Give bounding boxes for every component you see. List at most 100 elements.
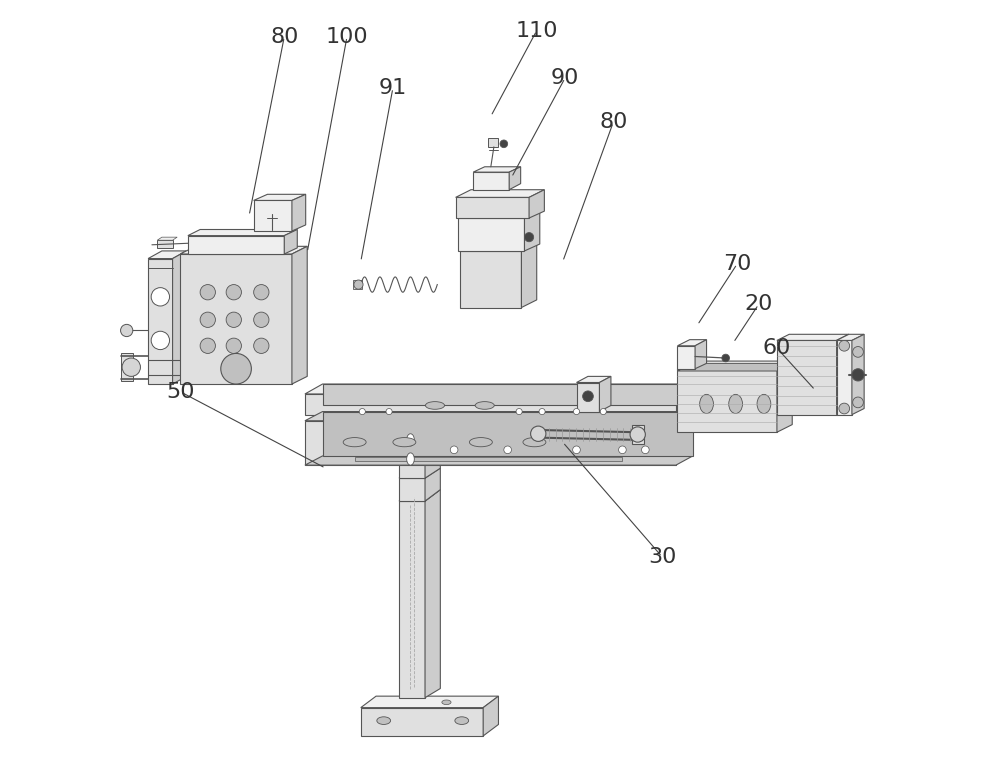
Circle shape bbox=[531, 426, 546, 441]
Polygon shape bbox=[148, 251, 186, 259]
Polygon shape bbox=[305, 412, 693, 421]
Polygon shape bbox=[121, 353, 133, 381]
Polygon shape bbox=[173, 251, 186, 384]
Circle shape bbox=[121, 324, 133, 337]
Circle shape bbox=[852, 369, 864, 381]
Polygon shape bbox=[695, 340, 707, 369]
Circle shape bbox=[539, 409, 545, 415]
Polygon shape bbox=[509, 167, 521, 190]
Circle shape bbox=[630, 427, 645, 442]
Polygon shape bbox=[361, 708, 483, 736]
Polygon shape bbox=[361, 696, 498, 708]
Ellipse shape bbox=[523, 438, 546, 447]
Polygon shape bbox=[677, 346, 695, 369]
Text: 70: 70 bbox=[723, 254, 751, 274]
Circle shape bbox=[504, 446, 511, 454]
Polygon shape bbox=[777, 340, 837, 415]
Polygon shape bbox=[483, 696, 498, 736]
Polygon shape bbox=[399, 490, 440, 501]
Circle shape bbox=[839, 403, 850, 414]
Polygon shape bbox=[837, 340, 852, 415]
Circle shape bbox=[839, 340, 850, 351]
Polygon shape bbox=[284, 230, 297, 254]
Polygon shape bbox=[305, 394, 676, 415]
Polygon shape bbox=[524, 211, 540, 251]
Polygon shape bbox=[473, 167, 521, 172]
Circle shape bbox=[254, 338, 269, 353]
Ellipse shape bbox=[377, 717, 391, 724]
Ellipse shape bbox=[455, 717, 469, 724]
Circle shape bbox=[853, 347, 863, 357]
Circle shape bbox=[151, 331, 170, 350]
Polygon shape bbox=[292, 246, 307, 384]
Circle shape bbox=[386, 409, 392, 415]
Polygon shape bbox=[399, 501, 425, 698]
Polygon shape bbox=[599, 376, 611, 412]
Circle shape bbox=[226, 338, 241, 353]
Text: 30: 30 bbox=[648, 547, 676, 567]
Polygon shape bbox=[305, 384, 693, 394]
Ellipse shape bbox=[700, 395, 713, 414]
Text: 110: 110 bbox=[515, 21, 558, 41]
Polygon shape bbox=[399, 468, 440, 478]
Text: 80: 80 bbox=[599, 112, 627, 132]
Circle shape bbox=[500, 140, 508, 148]
Text: 91: 91 bbox=[379, 78, 407, 98]
Circle shape bbox=[200, 312, 215, 327]
Ellipse shape bbox=[442, 700, 451, 705]
Circle shape bbox=[354, 280, 363, 289]
Polygon shape bbox=[529, 190, 544, 218]
Polygon shape bbox=[677, 363, 792, 371]
Polygon shape bbox=[458, 218, 524, 251]
Circle shape bbox=[450, 446, 458, 454]
Polygon shape bbox=[837, 334, 864, 340]
Ellipse shape bbox=[343, 438, 366, 447]
Ellipse shape bbox=[425, 402, 445, 409]
Circle shape bbox=[221, 353, 251, 384]
Ellipse shape bbox=[729, 395, 743, 414]
Polygon shape bbox=[180, 254, 292, 384]
Polygon shape bbox=[460, 251, 521, 308]
Polygon shape bbox=[576, 376, 611, 382]
Polygon shape bbox=[837, 334, 849, 415]
Text: 60: 60 bbox=[763, 338, 791, 358]
Circle shape bbox=[254, 285, 269, 300]
Polygon shape bbox=[323, 384, 693, 405]
Polygon shape bbox=[188, 230, 297, 236]
Polygon shape bbox=[677, 361, 792, 369]
Circle shape bbox=[642, 446, 649, 454]
Polygon shape bbox=[425, 468, 440, 501]
Circle shape bbox=[359, 409, 365, 415]
Polygon shape bbox=[254, 200, 292, 231]
Polygon shape bbox=[488, 138, 498, 147]
Circle shape bbox=[254, 312, 269, 327]
Polygon shape bbox=[425, 490, 440, 698]
Text: 100: 100 bbox=[326, 27, 368, 47]
Polygon shape bbox=[632, 425, 644, 444]
Polygon shape bbox=[473, 172, 509, 190]
Circle shape bbox=[516, 409, 522, 415]
Polygon shape bbox=[677, 340, 707, 346]
Ellipse shape bbox=[757, 395, 771, 414]
Polygon shape bbox=[188, 236, 284, 254]
Polygon shape bbox=[353, 280, 362, 289]
Circle shape bbox=[573, 409, 580, 415]
Polygon shape bbox=[458, 211, 540, 218]
Polygon shape bbox=[456, 197, 529, 218]
Polygon shape bbox=[305, 456, 693, 465]
Circle shape bbox=[853, 397, 863, 408]
Circle shape bbox=[573, 446, 580, 454]
Polygon shape bbox=[777, 361, 792, 432]
Ellipse shape bbox=[469, 438, 492, 447]
Polygon shape bbox=[852, 334, 864, 415]
Text: 20: 20 bbox=[744, 295, 773, 314]
Polygon shape bbox=[157, 237, 177, 240]
Polygon shape bbox=[180, 246, 307, 254]
Polygon shape bbox=[254, 194, 306, 200]
Polygon shape bbox=[399, 417, 425, 478]
Circle shape bbox=[200, 285, 215, 300]
Polygon shape bbox=[521, 243, 537, 308]
Polygon shape bbox=[355, 457, 622, 461]
Text: 50: 50 bbox=[166, 382, 194, 402]
Circle shape bbox=[200, 338, 215, 353]
